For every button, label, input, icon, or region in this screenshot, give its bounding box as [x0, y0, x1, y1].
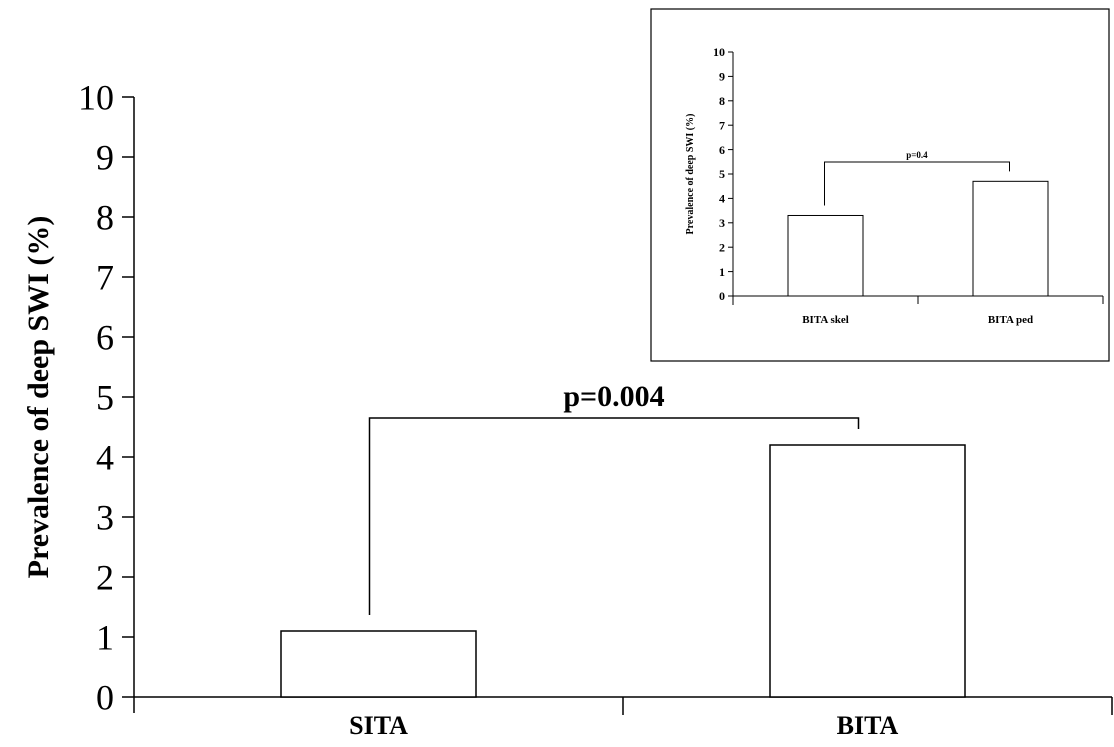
bar-bita-ped [972, 180, 1049, 297]
p-value-annotation: p=0.4 [906, 150, 928, 160]
y-tick-label: 5 [719, 167, 725, 181]
y-tick-label: 5 [96, 378, 114, 418]
y-tick-label: 10 [713, 45, 725, 59]
y-tick-label: 3 [96, 498, 114, 538]
y-axis-title: Prevalence of deep SWI (%) [22, 216, 55, 579]
inset-chart: 0 1 2 3 4 5 6 7 8 9 10 BITA skel BITA ped p=0.4 Preval… [685, 45, 1104, 326]
y-tick-label: 6 [719, 143, 725, 157]
y-tick-label: 2 [719, 240, 725, 254]
y-tick-label: 3 [719, 216, 725, 230]
y-tick-label: 2 [96, 558, 114, 598]
p-value-annotation: p=0.004 [563, 380, 664, 413]
y-tick-label: 0 [96, 678, 114, 718]
bar-sita [280, 630, 477, 698]
y-tick-label: 10 [78, 78, 114, 118]
y-tick-label: 1 [719, 265, 725, 279]
y-tick-label: 9 [96, 138, 114, 178]
y-tick-label: 9 [719, 70, 725, 84]
bar-bita-skel [787, 214, 864, 297]
y-tick-label: 6 [96, 318, 114, 358]
y-tick-label: 0 [719, 289, 725, 303]
x-category-label: BITA ped [988, 314, 1033, 326]
x-category-label: BITA skel [802, 314, 849, 326]
x-category-label: BITA [837, 711, 899, 740]
y-tick-label: 4 [96, 438, 114, 478]
x-category-label: SITA [349, 711, 408, 740]
y-tick-label: 8 [96, 198, 114, 238]
y-tick-label: 1 [96, 618, 114, 658]
significance-bracket [824, 161, 1010, 206]
y-tick-label: 7 [719, 118, 725, 132]
significance-bracket [368, 417, 860, 615]
bar-bita [769, 444, 966, 698]
y-tick-label: 7 [96, 258, 114, 298]
y-tick-label: 4 [719, 192, 725, 206]
y-tick-label: 8 [719, 94, 725, 108]
y-axis-title: Prevalence of deep SWI (%) [685, 114, 696, 235]
